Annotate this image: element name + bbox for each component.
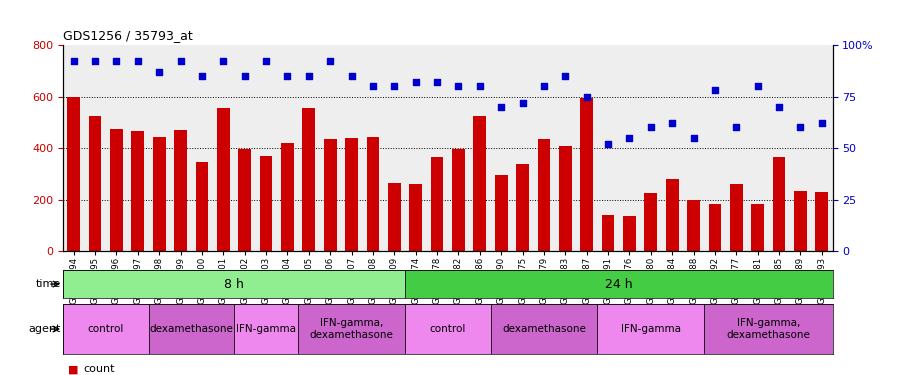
Point	[707, 87, 722, 93]
Bar	[366, 136, 380, 251]
Text: control: control	[429, 324, 466, 334]
Point	[687, 135, 701, 141]
Bar	[708, 204, 722, 251]
Point	[814, 120, 829, 126]
Bar	[175, 130, 187, 251]
Bar	[281, 143, 293, 251]
Text: 8 h: 8 h	[224, 278, 244, 291]
Text: GDS1256 / 35793_at: GDS1256 / 35793_at	[63, 30, 193, 42]
Bar	[345, 138, 358, 251]
Text: IFN-gamma,
dexamethasone: IFN-gamma, dexamethasone	[310, 318, 393, 340]
Point	[622, 135, 636, 141]
Point	[409, 79, 423, 85]
Bar	[148, 304, 234, 354]
Point	[130, 58, 145, 64]
Bar	[63, 270, 405, 298]
Point	[558, 73, 572, 79]
Bar	[730, 184, 742, 251]
Text: dexamethasone: dexamethasone	[149, 324, 233, 334]
Bar	[644, 193, 657, 251]
Bar	[195, 162, 208, 251]
Bar	[238, 149, 251, 251]
Bar	[794, 190, 807, 251]
Text: ■: ■	[68, 364, 78, 374]
Text: IFN-gamma: IFN-gamma	[621, 324, 680, 334]
Point	[302, 73, 316, 79]
Point	[601, 141, 616, 147]
Bar	[88, 116, 102, 251]
Point	[729, 124, 743, 130]
Bar	[298, 304, 405, 354]
Point	[772, 104, 787, 110]
Bar	[405, 304, 490, 354]
Text: IFN-gamma: IFN-gamma	[236, 324, 296, 334]
Bar	[688, 200, 700, 251]
Point	[323, 58, 338, 64]
Point	[451, 83, 465, 89]
Point	[67, 58, 81, 64]
Point	[174, 58, 188, 64]
Point	[472, 83, 487, 89]
Point	[751, 83, 765, 89]
Bar	[452, 149, 465, 251]
Bar	[63, 304, 148, 354]
Bar	[131, 131, 144, 251]
Text: time: time	[36, 279, 61, 289]
Bar	[623, 216, 635, 251]
Bar	[491, 304, 598, 354]
Point	[793, 124, 807, 130]
Bar	[580, 98, 593, 251]
Bar	[68, 97, 80, 251]
Text: IFN-gamma,
dexamethasone: IFN-gamma, dexamethasone	[726, 318, 810, 340]
Bar	[302, 108, 315, 251]
Point	[109, 58, 123, 64]
Bar	[601, 215, 615, 251]
Text: control: control	[87, 324, 124, 334]
Bar	[517, 164, 529, 251]
Bar	[704, 304, 833, 354]
Point	[152, 69, 166, 75]
Text: 24 h: 24 h	[605, 278, 633, 291]
Bar	[598, 304, 704, 354]
Point	[365, 83, 380, 89]
Bar	[815, 192, 828, 251]
Point	[387, 83, 401, 89]
Bar	[430, 157, 444, 251]
Point	[216, 58, 230, 64]
Text: count: count	[84, 364, 115, 374]
Bar	[217, 108, 230, 251]
Bar	[410, 184, 422, 251]
Bar	[324, 139, 337, 251]
Point	[536, 83, 551, 89]
Bar	[259, 156, 273, 251]
Bar	[473, 116, 486, 251]
Bar	[153, 136, 166, 251]
Bar	[388, 183, 400, 251]
Bar	[666, 179, 679, 251]
Point	[644, 124, 658, 130]
Point	[88, 58, 103, 64]
Point	[280, 73, 294, 79]
Point	[345, 73, 359, 79]
Bar	[537, 139, 551, 251]
Point	[259, 58, 274, 64]
Text: agent: agent	[29, 324, 61, 334]
Bar	[559, 146, 572, 251]
Text: dexamethasone: dexamethasone	[502, 324, 586, 334]
Point	[516, 100, 530, 106]
Point	[430, 79, 445, 85]
Point	[580, 94, 594, 100]
Bar	[110, 129, 122, 251]
Bar	[405, 270, 832, 298]
Point	[494, 104, 508, 110]
Point	[665, 120, 680, 126]
Point	[238, 73, 252, 79]
Bar	[752, 204, 764, 251]
Bar	[773, 157, 786, 251]
Bar	[495, 175, 508, 251]
Bar	[234, 304, 298, 354]
Point	[194, 73, 209, 79]
